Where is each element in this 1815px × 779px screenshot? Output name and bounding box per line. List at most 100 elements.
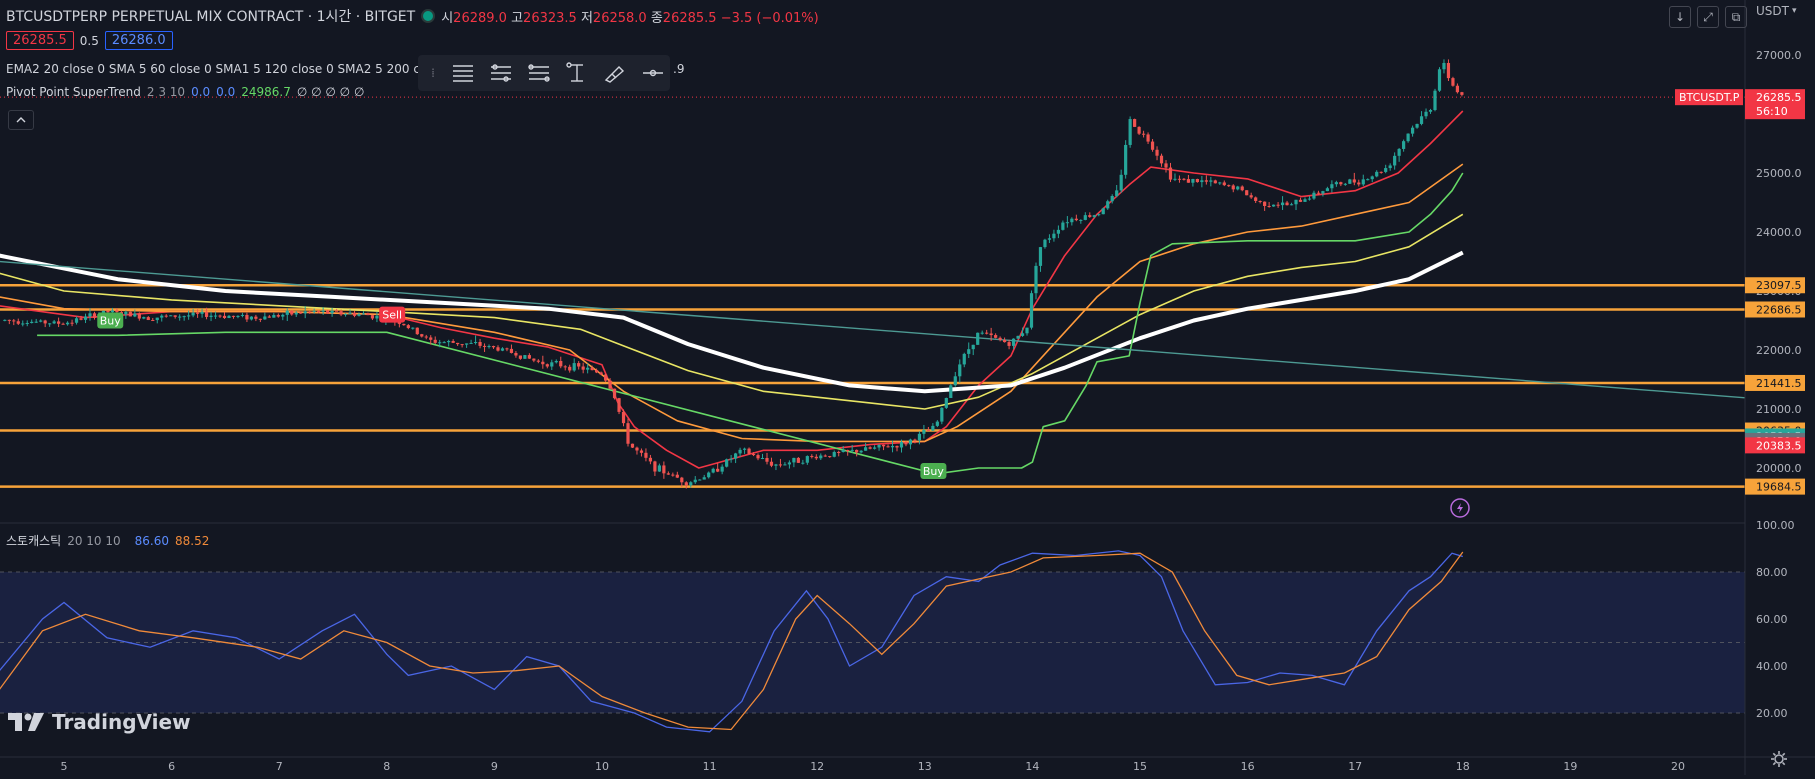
arrow-down-icon[interactable]: ↓ (1669, 6, 1691, 28)
candle-body (1106, 201, 1110, 209)
candle-body (1402, 141, 1406, 149)
candle-body (1410, 127, 1415, 134)
candle-body (1442, 62, 1446, 70)
candle-body (572, 363, 576, 371)
drawing-toolbar[interactable]: ⁞ (418, 55, 670, 91)
candle-body (1092, 215, 1096, 217)
candle-body (182, 316, 186, 318)
candle-body (1375, 171, 1379, 177)
candle-body (783, 464, 787, 466)
drag-handle-icon[interactable]: ⁞ (431, 66, 435, 80)
candle-body (487, 346, 491, 348)
candle-body (998, 337, 1002, 340)
spread-value: 0.5 (79, 33, 99, 48)
candle-body (326, 310, 330, 314)
candle-body (769, 461, 774, 466)
series-line (37, 172, 1464, 475)
candle-body (267, 316, 271, 318)
candle-body (424, 336, 428, 338)
candle-body (1352, 179, 1356, 183)
candle-body (191, 312, 195, 316)
candle-body (303, 311, 307, 314)
collapse-legend-button[interactable] (8, 110, 34, 130)
candle-body (922, 430, 926, 434)
candle-body (1280, 202, 1285, 206)
candle-body (554, 360, 558, 363)
candle-body (671, 474, 675, 476)
tradingview-logo[interactable]: TradingView (8, 710, 191, 734)
supertrend-val-2: 0.0 (216, 85, 236, 99)
candle-body (3, 319, 7, 321)
candle-body (1101, 208, 1105, 215)
candle-body (1052, 233, 1056, 239)
candle-body (133, 313, 137, 317)
candle-body (926, 430, 930, 432)
candle-body (716, 468, 720, 472)
stochastic-legend[interactable]: 스토캐스틱 20 10 10 86.60 88.52 (6, 532, 209, 549)
candle-body (1267, 205, 1271, 207)
candle-body (240, 314, 245, 316)
candle-body (52, 321, 56, 324)
candle-body (196, 312, 200, 314)
candle-body (245, 314, 249, 320)
candle-body (760, 457, 765, 459)
ema-legend[interactable]: EMA2 20 close 0 SMA 5 60 close 0 SMA1 5 … (6, 62, 418, 76)
horizontal-lines-icon[interactable] (450, 60, 476, 86)
text-cursor-icon[interactable] (564, 60, 590, 86)
candle-body (1339, 182, 1343, 185)
candle-body (1312, 192, 1316, 199)
screenshot-icon[interactable]: ⧉ (1725, 6, 1747, 28)
candle-body (644, 452, 648, 458)
symbol-title[interactable]: BTCUSDTPERP PERPETUAL MIX CONTRACT · 1시간… (6, 9, 416, 25)
candle-body (330, 310, 334, 314)
signal-badge (920, 462, 947, 479)
candle-body (411, 327, 415, 329)
candle-body (231, 315, 236, 317)
currency-selector[interactable]: USDT ▾ (1756, 4, 1797, 18)
candle-body (1393, 155, 1397, 166)
candle-body (74, 318, 79, 323)
candle-body (370, 315, 375, 319)
candle-body (482, 345, 487, 347)
candle-body (971, 344, 975, 350)
candle-body (662, 465, 666, 474)
candle-body (1303, 199, 1307, 202)
candle-body (21, 323, 25, 325)
candle-body (1231, 185, 1235, 190)
expand-icon[interactable]: ⤢ (1697, 6, 1719, 28)
sell-price-button[interactable]: 26285.5 (6, 31, 74, 50)
fib-levels-icon[interactable] (526, 60, 552, 86)
candle-body (774, 464, 778, 466)
buy-price-button[interactable]: 26286.0 (104, 31, 173, 50)
candle-body (1294, 199, 1298, 205)
candle-body (1388, 165, 1392, 169)
gear-icon[interactable] (1770, 750, 1788, 768)
stochastic-tick-label: 20.00 (1756, 707, 1788, 720)
ohlc-readout: 시26289.0 고26323.5 저26258.0 종26285.5 −3.5… (441, 7, 819, 26)
currency-label: USDT (1756, 4, 1789, 18)
candle-body (1137, 126, 1141, 134)
candle-body (994, 335, 998, 338)
candle-body (218, 315, 222, 317)
parallel-channel-icon[interactable] (488, 60, 514, 86)
candle-body (1110, 195, 1114, 202)
candle-body (917, 433, 922, 441)
candle-body (272, 315, 276, 318)
candle-body (312, 310, 316, 312)
candle-body (160, 315, 164, 318)
candle-body (702, 477, 706, 480)
candle-body (729, 458, 733, 460)
candle-body (1406, 133, 1410, 142)
line-tool-icon[interactable] (640, 60, 666, 86)
candle-body (308, 311, 312, 313)
supertrend-legend[interactable]: Pivot Point SuperTrend 2 3 10 0.0 0.0 24… (6, 85, 364, 99)
current-price-label: 26285.5 (1756, 91, 1802, 104)
candle-body (734, 453, 738, 459)
brush-icon[interactable] (602, 60, 628, 86)
candle-body (841, 450, 845, 453)
candle-body (680, 477, 684, 483)
candle-body (1083, 215, 1087, 220)
candle-body (1379, 171, 1383, 173)
